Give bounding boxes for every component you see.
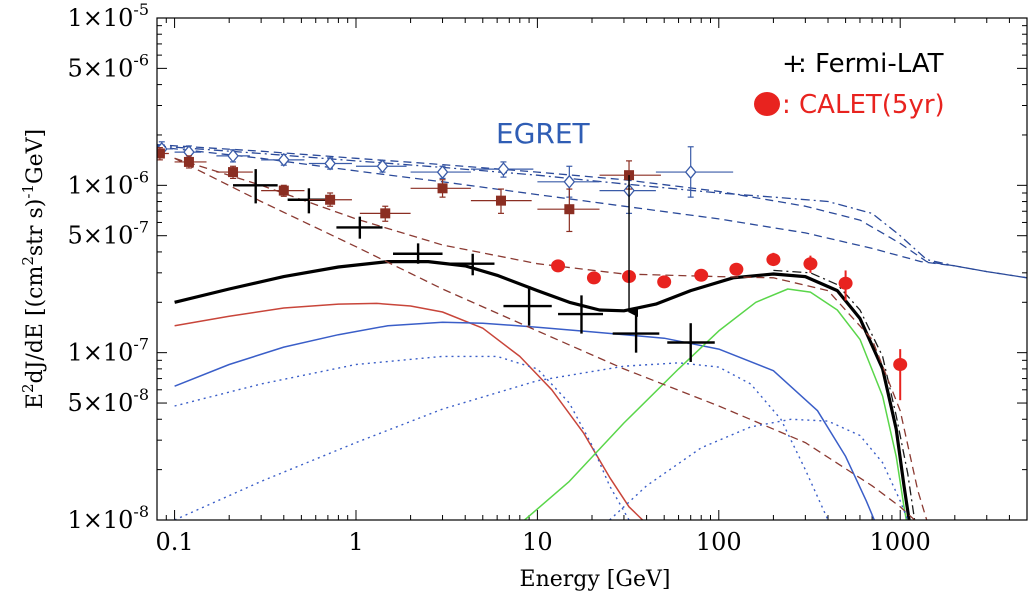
legend-fermi-label: : Fermi-LAT	[798, 49, 944, 79]
legend-fermi-label-text: Fermi-LAT	[815, 49, 944, 79]
y-tick-label: 1×10-5	[67, 0, 149, 32]
legend-calet-label: : CALET(5yr)	[782, 90, 945, 120]
legend-calet-dot	[754, 92, 780, 116]
egret-diamond-point	[227, 148, 239, 163]
fermi-lat-point	[358, 225, 362, 229]
model-curve-9	[157, 145, 955, 267]
egret-square-point	[495, 195, 506, 206]
calet-point	[657, 275, 672, 289]
axes-layer	[156, 18, 1028, 521]
annotation-egret: EGRET	[496, 117, 591, 150]
fermi-lat-point	[634, 332, 638, 336]
egret-square-point	[564, 204, 575, 215]
model-curve-5	[174, 157, 928, 520]
fermi-lat-point	[416, 252, 420, 256]
fermi-lat-point	[689, 341, 693, 345]
model-curve-1	[174, 302, 644, 520]
tick-labels: 0.1 1 10 100 1000 1×10-5 5×10-6 1×10-6 5×10-7 1×1…	[67, 0, 930, 556]
legend-calet-label-text: CALET(5yr)	[799, 90, 945, 120]
y-tick-label: 1×10-8	[67, 502, 149, 534]
model-curve-6	[174, 157, 916, 520]
fermi-lat-point	[471, 262, 475, 266]
x-axis-title: Energy [GeV]	[520, 567, 671, 592]
model-curve-3	[524, 288, 908, 520]
fermi-lat-point	[527, 304, 531, 308]
egret-square-point	[325, 194, 336, 205]
egret-square-point	[157, 148, 165, 159]
legend-item-calet: : CALET(5yr)	[754, 90, 945, 120]
x-tick-label: 0.1	[155, 528, 193, 556]
egret-diamond-point	[376, 159, 389, 174]
egret-square-point	[380, 208, 391, 219]
egret-diamond-point	[436, 165, 449, 180]
calet-point	[766, 253, 781, 267]
model-curve-4	[773, 269, 916, 520]
calet-point	[729, 262, 744, 276]
y-axis-title: E2dJ/dE [(cm2str s)-1GeV]	[19, 129, 48, 409]
legend-item-fermi-lat: + : Fermi-LAT	[782, 49, 944, 79]
x-tick-label: 1000	[870, 528, 931, 556]
egret-diamond-point	[277, 152, 290, 167]
model-curve-7	[157, 144, 1027, 279]
model-curve-2	[174, 321, 875, 520]
calet-point	[803, 257, 818, 271]
model-curve-10	[174, 355, 630, 520]
model-curve-0	[174, 260, 911, 520]
egret-square-point	[437, 183, 448, 194]
model-curve-8	[157, 146, 1027, 279]
y-tick-label: 5×10-6	[67, 50, 149, 82]
calet-point	[551, 259, 566, 273]
model-curve-12	[609, 418, 909, 520]
legend: + : Fermi-LAT : CALET(5yr)	[754, 49, 945, 120]
model-curves	[157, 144, 1027, 520]
x-tick-label: 10	[522, 528, 553, 556]
calet-point	[893, 357, 908, 371]
y-tick-label: 1×10-6	[67, 167, 149, 199]
x-tick-label: 100	[696, 528, 742, 556]
egret-square-point	[183, 156, 194, 167]
egret-diamond-point	[563, 174, 576, 189]
egret-diamond-point	[497, 162, 510, 177]
y-tick-label: 5×10-7	[67, 218, 149, 250]
y-tick-label: 5×10-8	[67, 385, 149, 417]
model-curve-11	[174, 362, 829, 520]
plot-frame	[156, 17, 1028, 521]
egret-square-point	[278, 185, 289, 196]
y-tick-label: 1×10-7	[67, 335, 149, 367]
data-points	[157, 141, 908, 401]
calet-point	[694, 268, 709, 282]
calet-point	[838, 276, 853, 290]
x-tick-label: 1	[348, 528, 363, 556]
calet-point	[586, 271, 601, 285]
egret-diamond-point	[684, 165, 697, 180]
egret-diamond-point	[324, 156, 336, 171]
legend-fermi-symbol: +	[782, 49, 804, 79]
egret-square-point	[228, 167, 239, 178]
fermi-lat-point	[254, 183, 258, 187]
fermi-lat-point	[579, 312, 583, 316]
